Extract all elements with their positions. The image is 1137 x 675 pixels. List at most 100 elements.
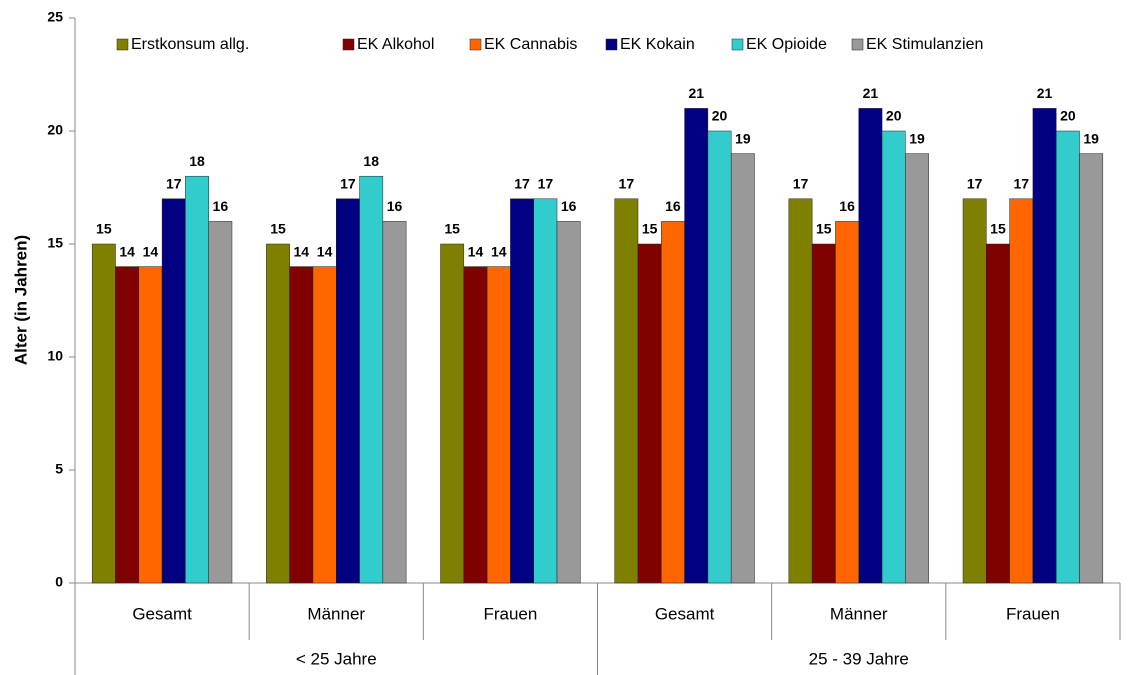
- data-label: 14: [119, 243, 135, 259]
- bar: [811, 243, 836, 584]
- data-label: 18: [189, 153, 205, 169]
- data-label: 14: [317, 243, 333, 259]
- bar: [835, 221, 860, 584]
- x-tick-label: Männer: [307, 604, 365, 623]
- y-tick-label: 10: [47, 348, 63, 364]
- data-label: 19: [1083, 130, 1099, 146]
- data-label: 18: [363, 153, 379, 169]
- bar: [858, 108, 883, 584]
- y-axis-label: Alter (in Jahren): [11, 235, 30, 365]
- bar: [905, 153, 929, 584]
- bar: [684, 108, 709, 584]
- bar: [161, 198, 186, 584]
- bar: [788, 198, 813, 584]
- legend-swatch: [731, 38, 744, 51]
- data-label: 20: [1060, 108, 1076, 124]
- data-label: 17: [514, 176, 530, 192]
- legend-swatch: [605, 38, 618, 51]
- bar: [289, 266, 314, 584]
- bar: [382, 221, 407, 584]
- x-tick-label: Frauen: [1006, 604, 1060, 623]
- bar: [91, 243, 116, 584]
- data-label: 14: [491, 243, 507, 259]
- bar: [986, 243, 1010, 584]
- bar: [730, 153, 755, 584]
- bar: [440, 243, 465, 584]
- data-label: 15: [642, 221, 658, 237]
- bar: [115, 266, 140, 584]
- data-label: 14: [294, 243, 310, 259]
- data-label: 17: [340, 176, 356, 192]
- legend-label: EK Cannabis: [484, 36, 577, 53]
- x-tick-label: Gesamt: [132, 604, 192, 623]
- legend-label: EK Kokain: [620, 36, 695, 53]
- bar: [637, 243, 662, 584]
- legend-label: EK Stimulanzien: [866, 36, 983, 53]
- data-label: 15: [270, 221, 286, 237]
- bar: [1032, 108, 1057, 584]
- data-label: 16: [213, 198, 229, 214]
- data-label: 17: [619, 176, 635, 192]
- data-label: 16: [561, 198, 577, 214]
- bar: [1079, 153, 1104, 584]
- x-tick-label: Männer: [830, 604, 888, 623]
- data-label: 16: [387, 198, 403, 214]
- data-label: 17: [967, 176, 983, 192]
- legend-label: EK Opioide: [746, 36, 827, 53]
- bar: [533, 198, 558, 584]
- legend-swatch: [851, 38, 864, 51]
- data-label: 19: [909, 130, 925, 146]
- group-label: 25 - 39 Jahre: [809, 649, 909, 668]
- x-tick-label: Frauen: [483, 604, 537, 623]
- bar: [463, 266, 488, 584]
- data-label: 16: [665, 198, 681, 214]
- data-label: 17: [538, 176, 554, 192]
- legend-label: Erstkonsum allg.: [131, 36, 249, 53]
- bar: [1055, 130, 1080, 584]
- data-label: 14: [143, 243, 159, 259]
- bar: [707, 130, 732, 584]
- data-label: 15: [990, 221, 1006, 237]
- data-label: 19: [735, 130, 751, 146]
- y-tick-label: 20: [47, 122, 63, 138]
- bar: [359, 175, 384, 584]
- y-tick-label: 5: [55, 461, 63, 477]
- y-tick-label: 25: [47, 9, 63, 25]
- x-tick-label: Gesamt: [655, 604, 715, 623]
- data-label: 15: [816, 221, 832, 237]
- data-label: 17: [793, 176, 809, 192]
- data-label: 21: [863, 85, 879, 101]
- data-label: 21: [688, 85, 704, 101]
- bar: [266, 243, 290, 584]
- bar: [336, 198, 360, 584]
- data-label: 20: [886, 108, 902, 124]
- bar: [510, 198, 534, 584]
- data-label: 17: [1013, 176, 1029, 192]
- bar: [556, 221, 581, 584]
- data-label: 16: [839, 198, 855, 214]
- data-label: 15: [96, 221, 112, 237]
- bar: [962, 198, 987, 584]
- bar: [185, 175, 209, 584]
- data-label: 20: [712, 108, 728, 124]
- bar: [1009, 198, 1034, 584]
- bar: [881, 130, 906, 584]
- legend-label: EK Alkohol: [357, 36, 434, 53]
- legend-swatch: [342, 38, 355, 51]
- data-label: 21: [1037, 85, 1053, 101]
- group-label: < 25 Jahre: [296, 649, 377, 668]
- legend-swatch: [469, 38, 482, 51]
- data-label: 17: [166, 176, 182, 192]
- legend-swatch: [116, 38, 129, 51]
- y-tick-label: 0: [55, 574, 63, 590]
- data-label: 15: [444, 221, 460, 237]
- bar: [614, 198, 639, 584]
- bar: [208, 221, 233, 584]
- bar: [486, 266, 511, 584]
- data-label: 14: [468, 243, 484, 259]
- bar: [138, 266, 163, 584]
- y-tick-label: 15: [47, 235, 63, 251]
- bar: [312, 266, 337, 584]
